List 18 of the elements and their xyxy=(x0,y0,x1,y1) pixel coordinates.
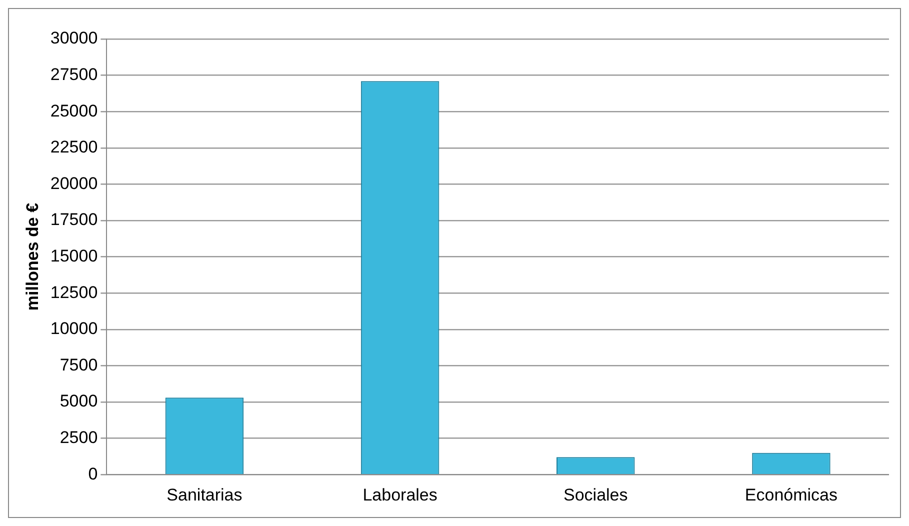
y-tick-label: 10000 xyxy=(50,319,98,338)
y-tick-label: 15000 xyxy=(50,246,98,266)
y-tick-label: 0 xyxy=(88,464,98,484)
y-tick-label: 17500 xyxy=(50,210,98,230)
y-tick-label: 22500 xyxy=(50,138,98,157)
y-axis-title: millones de € xyxy=(22,202,42,311)
y-tick-label: 7500 xyxy=(60,355,98,374)
y-tick-label: 12500 xyxy=(50,282,98,302)
y-tick-label: 20000 xyxy=(50,174,98,193)
y-tick-label: 30000 xyxy=(50,28,98,48)
y-tick-label: 2500 xyxy=(60,428,98,447)
x-tick-label: Laborales xyxy=(362,485,438,504)
y-tick-label: 27500 xyxy=(50,64,98,84)
y-tick-label: 5000 xyxy=(60,392,98,411)
x-tick-label: Sanitarias xyxy=(166,485,242,504)
x-tick-label: Sociales xyxy=(563,485,628,504)
x-tick-label: Económicas xyxy=(744,485,838,504)
y-tick-label: 25000 xyxy=(50,101,98,120)
